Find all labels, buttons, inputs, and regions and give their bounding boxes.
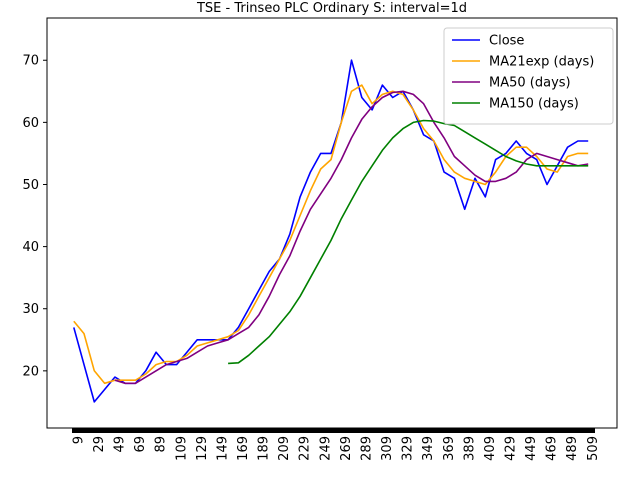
- x-tick-label: 69: [133, 436, 148, 453]
- chart-title: TSE - Trinseo PLC Ordinary S: interval=1…: [196, 1, 467, 16]
- x-tick-label: 29: [92, 436, 107, 453]
- x-tick-label: 189: [257, 436, 272, 461]
- y-tick-label: 40: [22, 240, 39, 255]
- y-tick-label: 30: [22, 302, 39, 317]
- x-tick-label: 349: [421, 436, 436, 461]
- y-tick-label: 70: [22, 54, 39, 69]
- x-tick-label: 249: [318, 436, 333, 461]
- x-tick-label: 429: [503, 436, 518, 461]
- x-tick-label: 449: [524, 436, 539, 461]
- x-tick-label: 229: [298, 436, 313, 461]
- legend-label: MA150 (days): [489, 97, 579, 112]
- legend-label: MA21exp (days): [489, 55, 594, 70]
- line-series: [73, 84, 589, 385]
- legend-box: [443, 27, 614, 125]
- x-minor-ticks: [72, 428, 595, 433]
- y-tick-label: 50: [22, 178, 39, 193]
- x-tick-label: 169: [236, 436, 251, 461]
- y-tick-label: 20: [22, 364, 39, 379]
- x-tick-label: 9: [71, 436, 86, 444]
- x-tick-label: 129: [195, 436, 210, 461]
- x-tick-label: 489: [565, 436, 580, 461]
- x-tick-label: 409: [483, 436, 498, 461]
- x-tick-label: 149: [215, 436, 230, 461]
- x-tick-label: 389: [462, 436, 477, 461]
- x-tick-label: 469: [545, 436, 560, 461]
- line-series: [73, 59, 589, 403]
- x-tick-label: 369: [442, 436, 457, 461]
- x-tick-label: 309: [380, 436, 395, 461]
- x-tick-label: 109: [174, 436, 189, 461]
- x-tick-label: 89: [154, 436, 169, 453]
- x-tick-label: 49: [113, 436, 128, 453]
- legend-label: MA50 (days): [489, 76, 571, 91]
- legend-label: Close: [489, 34, 524, 49]
- line-series: [228, 119, 589, 365]
- x-tick-label: 289: [359, 436, 374, 461]
- y-tick-label: 60: [22, 116, 39, 131]
- plot-frame: [46, 17, 618, 429]
- line-series: [114, 90, 589, 385]
- x-tick-label: 329: [401, 436, 416, 461]
- x-tick-label: 509: [586, 436, 601, 461]
- x-tick-label: 269: [339, 436, 354, 461]
- x-tick-label: 209: [277, 436, 292, 461]
